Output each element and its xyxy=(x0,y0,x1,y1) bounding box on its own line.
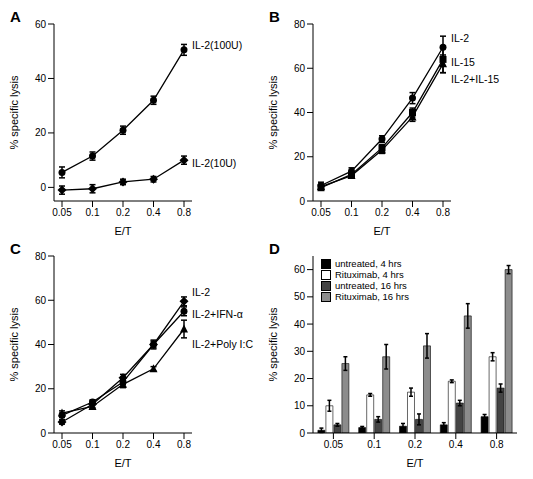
svg-text:IL-2: IL-2 xyxy=(192,286,210,298)
svg-text:0.1: 0.1 xyxy=(86,207,100,218)
html-text:Rituximab, 16 hrs: Rituximab, 16 hrs xyxy=(335,291,409,302)
svg-text:% specific lysis: % specific lysis xyxy=(267,307,279,381)
svg-text:60: 60 xyxy=(35,19,47,30)
svg-text:0.2: 0.2 xyxy=(116,439,130,450)
svg-text:0.2: 0.2 xyxy=(116,207,130,218)
svg-text:0: 0 xyxy=(40,428,46,439)
svg-text:30: 30 xyxy=(294,346,306,357)
svg-text:60: 60 xyxy=(35,295,47,306)
svg-text:0.1: 0.1 xyxy=(86,439,100,450)
svg-text:50: 50 xyxy=(294,291,306,302)
svg-text:% specific lysis: % specific lysis xyxy=(8,75,20,149)
html-text:untreated, 16 hrs: untreated, 16 hrs xyxy=(335,280,407,291)
svg-text:0.1: 0.1 xyxy=(367,439,381,450)
svg-text:0: 0 xyxy=(40,182,46,193)
svg-text:80: 80 xyxy=(35,251,47,262)
svg-text:0.2: 0.2 xyxy=(408,439,422,450)
svg-text:E/T: E/T xyxy=(373,225,390,237)
svg-text:0.05: 0.05 xyxy=(52,207,72,218)
svg-text:20: 20 xyxy=(35,127,47,138)
svg-text:40: 40 xyxy=(294,107,306,118)
svg-text:0.8: 0.8 xyxy=(436,207,450,218)
svg-text:IL-2(10U): IL-2(10U) xyxy=(192,157,236,169)
svg-text:0.8: 0.8 xyxy=(177,207,191,218)
svg-text:20: 20 xyxy=(35,383,47,394)
svg-text:20: 20 xyxy=(294,373,306,384)
svg-text:IL-2: IL-2 xyxy=(451,32,469,44)
svg-text:0.4: 0.4 xyxy=(147,207,161,218)
svg-text:IL-2+IL-15: IL-2+IL-15 xyxy=(451,73,499,85)
svg-text:IL-2+Poly I:C: IL-2+Poly I:C xyxy=(192,338,253,350)
svg-text:0.2: 0.2 xyxy=(375,207,389,218)
svg-text:0.4: 0.4 xyxy=(406,207,420,218)
svg-text:% specific lysis: % specific lysis xyxy=(8,307,20,381)
svg-text:0.05: 0.05 xyxy=(52,439,72,450)
svg-text:0.8: 0.8 xyxy=(177,439,191,450)
html-text:D: D xyxy=(269,240,280,257)
svg-text:0.1: 0.1 xyxy=(345,207,359,218)
svg-text:IL-2(100U): IL-2(100U) xyxy=(192,39,242,51)
svg-text:IL-15: IL-15 xyxy=(451,56,475,68)
html-text:untreated, 4 hrs: untreated, 4 hrs xyxy=(335,258,402,269)
svg-text:0.4: 0.4 xyxy=(449,439,463,450)
svg-text:10: 10 xyxy=(294,400,306,411)
svg-text:0: 0 xyxy=(299,428,305,439)
html-text:C: C xyxy=(10,240,21,257)
svg-text:E/T: E/T xyxy=(406,457,423,469)
svg-text:IL-2+IFN-α: IL-2+IFN-α xyxy=(192,308,243,320)
svg-text:E/T: E/T xyxy=(114,457,131,469)
svg-text:40: 40 xyxy=(35,73,47,84)
svg-text:% specific lysis: % specific lysis xyxy=(267,75,279,149)
svg-text:20: 20 xyxy=(294,151,306,162)
svg-text:80: 80 xyxy=(294,19,306,30)
html-text:A: A xyxy=(10,8,21,25)
svg-text:0.4: 0.4 xyxy=(147,439,161,450)
html-text:Rituximab, 4 hrs: Rituximab, 4 hrs xyxy=(335,269,404,280)
svg-text:60: 60 xyxy=(294,63,306,74)
svg-text:0: 0 xyxy=(299,196,305,207)
svg-text:40: 40 xyxy=(294,319,306,330)
svg-text:0.8: 0.8 xyxy=(490,439,504,450)
svg-text:E/T: E/T xyxy=(114,225,131,237)
svg-text:60: 60 xyxy=(294,264,306,275)
svg-text:0.05: 0.05 xyxy=(311,207,331,218)
html-text:B: B xyxy=(269,8,280,25)
svg-text:40: 40 xyxy=(35,339,47,350)
svg-text:0.05: 0.05 xyxy=(324,439,344,450)
